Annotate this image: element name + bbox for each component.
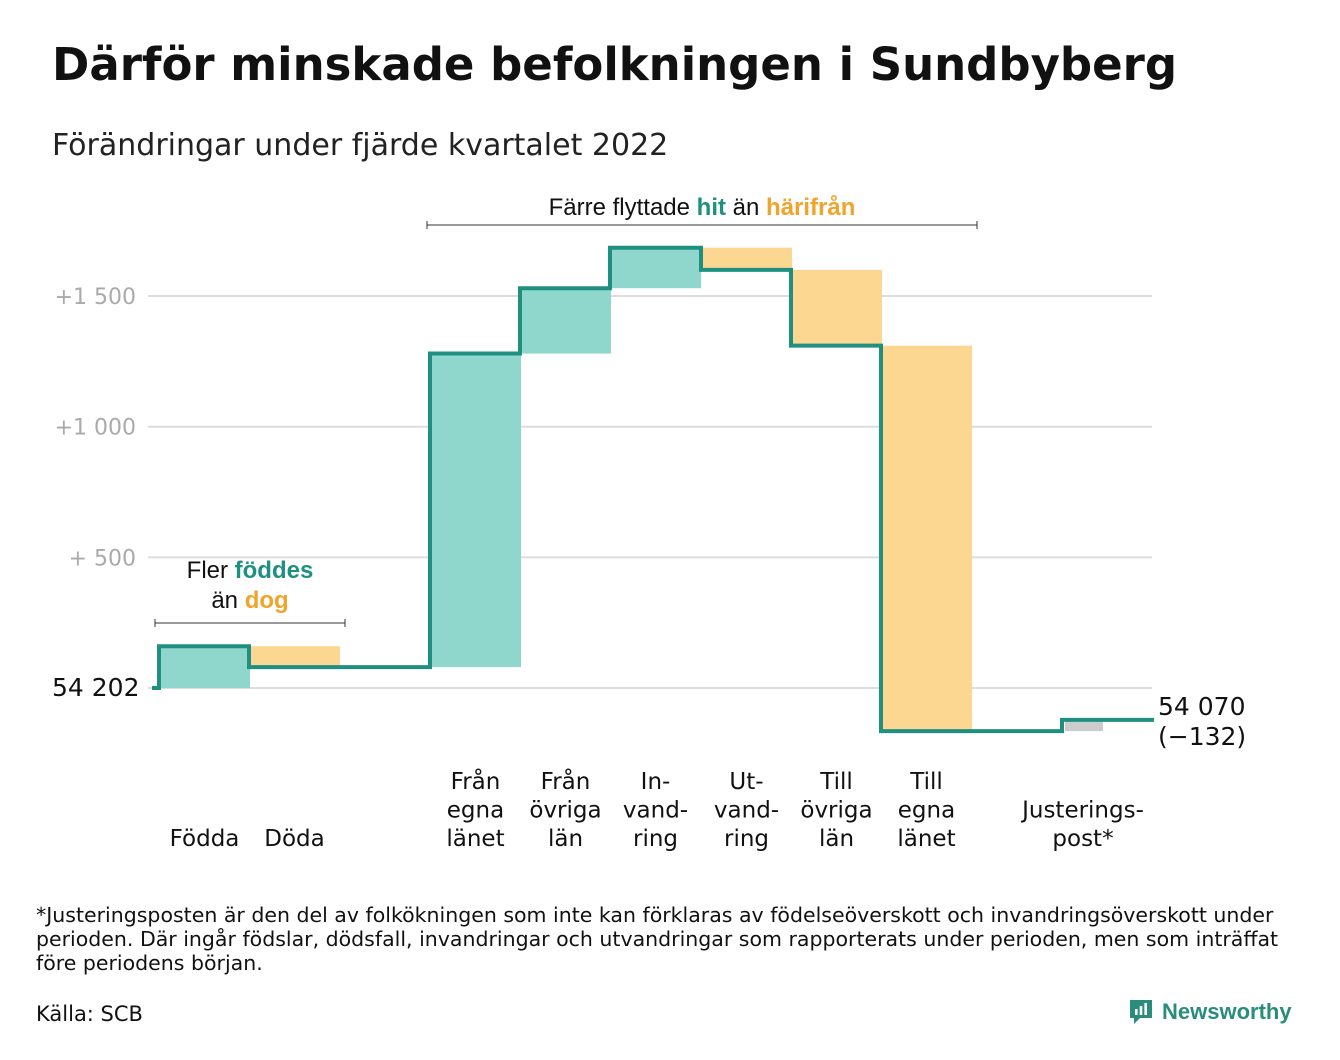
category-label: ring (724, 826, 769, 852)
brand-logo: Newsworthy (1128, 998, 1292, 1026)
category-label: vand- (714, 798, 779, 824)
brand-name: Newsworthy (1162, 999, 1292, 1024)
category-label: Döda (264, 826, 324, 852)
category-label: Från (451, 767, 501, 795)
bar-till-övriga-län (791, 269, 882, 346)
category-label: Till (819, 769, 853, 795)
category-label: länet (446, 826, 504, 852)
waterfall-chart: +1 500 +1 000 + 500 54 202 54 070(−132) Födda… (52, 194, 1246, 852)
category-label: ring (633, 826, 678, 852)
newsworthy-icon (1130, 1000, 1152, 1024)
category-label: egna (898, 798, 955, 824)
end-change-label: (−132) (1158, 722, 1246, 751)
category-label: egna (447, 798, 504, 824)
category-label: Ut- (729, 769, 763, 795)
category-label: länet (897, 826, 955, 852)
cumulative-step-line (152, 245, 1154, 734)
category-label: Födda (170, 826, 240, 852)
category-label: län (819, 826, 854, 852)
bar-justerings-post- (1065, 719, 1103, 732)
category-label: In- (641, 769, 671, 795)
bar-från-övriga-län (520, 288, 611, 354)
category-label: övriga (800, 798, 872, 824)
category-label: övriga (529, 798, 601, 824)
category-label: län (548, 826, 583, 852)
bar-födda (159, 646, 250, 688)
chart-subtitle: Förändringar under fjärde kvartalet 2022 (52, 128, 669, 163)
category-label: vand- (623, 798, 688, 824)
y-tick-label: +1 000 (55, 416, 136, 441)
annotation-text: Fler föddes (187, 557, 314, 584)
bar-döda (249, 646, 340, 668)
bar-ut-vand-ring (701, 247, 792, 270)
y-tick-label: + 500 (69, 546, 136, 571)
category-label: Från (541, 767, 591, 795)
bar-in-vand-ring (610, 247, 701, 289)
source-note: Källa: SCB (36, 1002, 143, 1026)
bar-till-egna-länet (881, 345, 972, 732)
y-tick-label: +1 500 (55, 285, 136, 310)
annotation-text: Färre flyttade hit än härifrån (549, 194, 856, 221)
end-value-label: 54 070 (1158, 692, 1245, 721)
footnote: *Justeringsposten är den del av folkökni… (36, 903, 1279, 975)
chart-title: Därför minskade befolkningen i Sundbyber… (52, 38, 1178, 91)
category-label: Justerings- (1020, 798, 1144, 824)
annotation-text: än dog (211, 587, 288, 614)
start-value-label: 54 202 (52, 673, 139, 702)
category-label: Till (909, 769, 943, 795)
category-label: post* (1052, 826, 1113, 852)
bar-från-egna-länet (430, 353, 521, 668)
